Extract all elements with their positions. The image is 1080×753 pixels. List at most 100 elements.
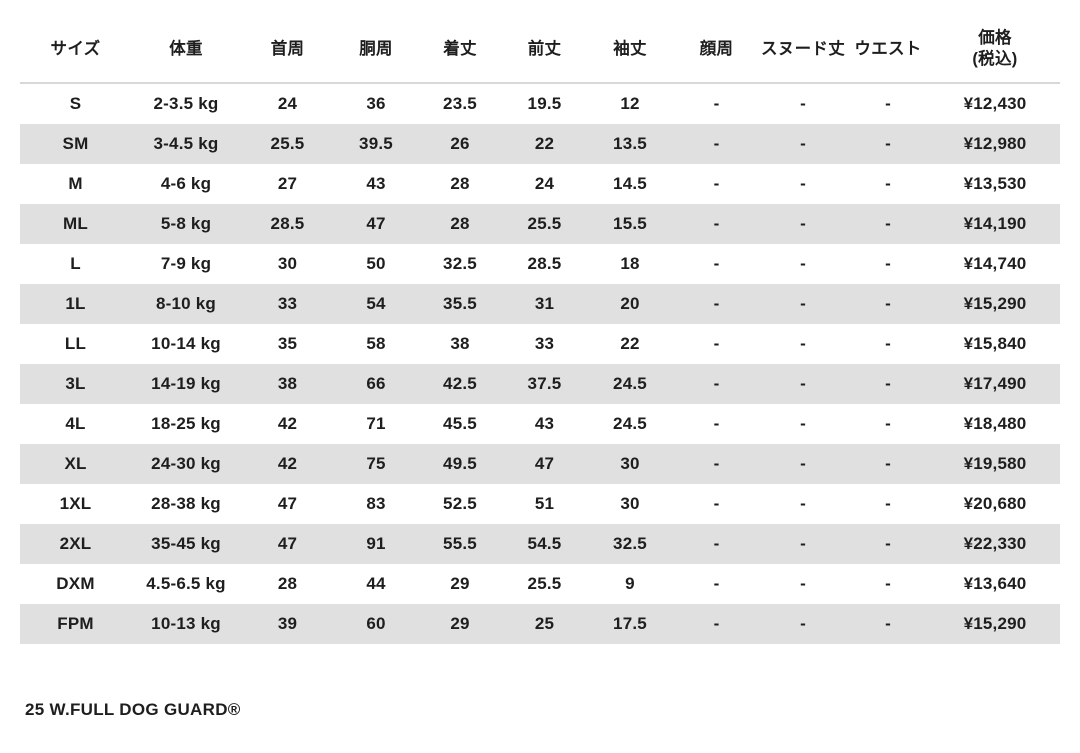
table-cell: ¥13,640 <box>963 574 1027 593</box>
table-cell: 24.5 <box>613 374 647 393</box>
table-cell: - <box>885 414 891 433</box>
table-cell: 20 <box>620 294 640 313</box>
table-cell: 24 <box>534 174 555 193</box>
table-cell: ¥15,840 <box>963 334 1027 353</box>
table-cell: - <box>713 374 720 393</box>
table-cell: 22 <box>620 334 640 353</box>
table-cell: 25 <box>534 614 555 633</box>
table-cell: - <box>800 374 806 393</box>
table-cell: 14.5 <box>613 174 647 193</box>
table-cell: 51 <box>534 494 555 513</box>
table-cell: 2-3.5 kg <box>153 94 219 113</box>
table-cell: - <box>885 94 891 113</box>
table-cell: 14-19 kg <box>151 374 221 393</box>
table-cell: 31 <box>534 294 555 313</box>
table-cell: XL <box>64 454 87 473</box>
table-cell: - <box>713 174 720 193</box>
table-cell: 33 <box>277 294 298 313</box>
table-cell: 19.5 <box>527 94 562 113</box>
table-cell: ¥12,430 <box>963 94 1027 113</box>
table-cell: 38 <box>277 374 298 393</box>
table-cell: 44 <box>366 574 386 593</box>
table-cell: 42.5 <box>443 374 477 393</box>
column-header: 袖丈 <box>587 16 673 84</box>
table-cell: 4.5-6.5 kg <box>146 574 226 593</box>
table-cell: - <box>800 614 806 633</box>
table-cell: 7-9 kg <box>160 254 212 273</box>
table-cell: 38 <box>450 334 470 353</box>
table-cell: ¥14,740 <box>963 254 1027 273</box>
table-cell: ¥18,480 <box>963 414 1027 433</box>
column-header: 着丈 <box>418 16 502 84</box>
table-cell: 66 <box>366 374 386 393</box>
table-cell: 23.5 <box>443 94 477 113</box>
table-cell: - <box>713 494 720 513</box>
table-cell: M <box>68 174 83 193</box>
table-cell: 42 <box>277 414 298 433</box>
table-cell: - <box>713 414 720 433</box>
table-row: M 4-6 kg 27 43 28 24 14.5 - - - ¥13,530 <box>20 164 1060 204</box>
table-cell: 55.5 <box>443 534 477 553</box>
table-cell: 10-14 kg <box>151 334 221 353</box>
table-row: FPM 10-13 kg 39 60 29 25 17.5 - - - ¥15,290 <box>20 604 1060 644</box>
table-cell: - <box>885 494 891 513</box>
column-header: サイズ <box>20 16 131 84</box>
table-cell: ¥17,490 <box>963 374 1027 393</box>
table-row: LL 10-14 kg 35 58 38 33 22 - - - ¥15,840 <box>20 324 1060 364</box>
table-cell: - <box>885 374 891 393</box>
table-cell: 35 <box>277 334 298 353</box>
table-cell: - <box>800 294 806 313</box>
table-cell: 28.5 <box>527 254 562 273</box>
table-cell: 28 <box>277 574 298 593</box>
table-cell: L <box>70 254 81 273</box>
table-row: S 2-3.5 kg 24 36 23.5 19.5 12 - - - ¥12,430 <box>20 83 1060 124</box>
table-cell: ¥13,530 <box>963 174 1027 193</box>
table-cell: 75 <box>366 454 386 473</box>
table-cell: ML <box>63 214 88 233</box>
table-cell: ¥14,190 <box>963 214 1027 233</box>
table-cell: 50 <box>366 254 386 273</box>
table-cell: DXM <box>56 574 95 593</box>
table-cell: - <box>713 254 720 273</box>
table-cell: - <box>885 254 891 273</box>
table-cell: - <box>800 134 806 153</box>
table-row: XL 24-30 kg 42 75 49.5 47 30 - - - ¥19,580 <box>20 444 1060 484</box>
table-row: DXM 4.5-6.5 kg 28 44 29 25.5 9 - - - ¥13,640 <box>20 564 1060 604</box>
table-cell: 22 <box>534 134 555 153</box>
table-cell: 47 <box>277 534 298 553</box>
table-cell: 28-38 kg <box>151 494 221 513</box>
table-cell: 60 <box>366 614 386 633</box>
table-cell: - <box>800 334 806 353</box>
table-cell: 39 <box>277 614 298 633</box>
table-cell: 28 <box>450 174 470 193</box>
table-cell: 1XL <box>59 494 92 513</box>
column-header: スヌード丈 <box>760 16 846 84</box>
table-cell: 18 <box>620 254 640 273</box>
table-cell: 26 <box>450 134 470 153</box>
table-cell: - <box>800 94 806 113</box>
table-cell: - <box>885 534 891 553</box>
table-cell: 10-13 kg <box>151 614 221 633</box>
table-cell: 24.5 <box>613 414 647 433</box>
table-cell: 71 <box>366 414 386 433</box>
column-header: 胴周 <box>334 16 418 84</box>
table-cell: 91 <box>366 534 386 553</box>
table-cell: - <box>800 574 806 593</box>
table-cell: - <box>885 174 891 193</box>
table-cell: 25.5 <box>527 214 562 233</box>
table-cell: 30 <box>620 454 640 473</box>
table-cell: - <box>885 454 891 473</box>
table-cell: 18-25 kg <box>151 414 221 433</box>
table-cell: ¥20,680 <box>963 494 1027 513</box>
table-cell: 54.5 <box>527 534 562 553</box>
table-cell: ¥12,980 <box>963 134 1027 153</box>
column-header: 顔周 <box>673 16 760 84</box>
table-cell: - <box>800 214 806 233</box>
table-cell: ¥22,330 <box>963 534 1027 553</box>
table-cell: 2XL <box>59 534 92 553</box>
table-cell: - <box>800 534 806 553</box>
table-cell: 43 <box>366 174 386 193</box>
table-cell: 83 <box>366 494 386 513</box>
table-cell: - <box>800 414 806 433</box>
table-cell: ¥19,580 <box>963 454 1027 473</box>
